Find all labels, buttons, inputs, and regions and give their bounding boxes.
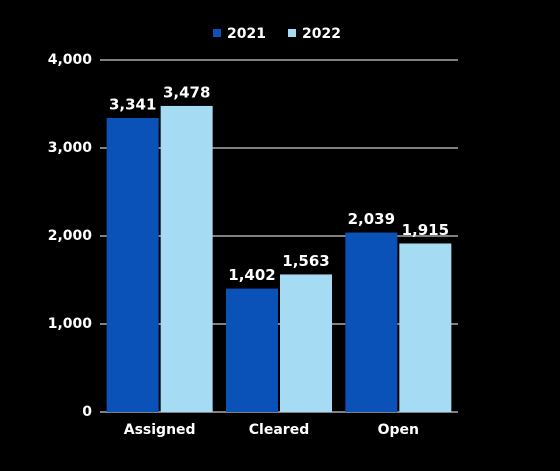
value-label: 1,915: [402, 221, 449, 239]
value-label: 3,341: [109, 95, 156, 113]
y-tick-label: 2,000: [48, 228, 93, 244]
legend-swatch: [213, 29, 221, 37]
x-tick-label: Open: [378, 422, 419, 438]
value-label: 1,563: [282, 252, 329, 270]
bar: [226, 288, 278, 412]
bar: [399, 243, 452, 412]
y-tick-label: 0: [82, 404, 92, 420]
bar: [345, 232, 398, 412]
legend-swatch: [288, 29, 296, 37]
bar: [106, 117, 159, 412]
value-label: 3,478: [163, 83, 210, 101]
value-label: 1,402: [228, 266, 275, 284]
legend-label: 2021: [227, 26, 266, 42]
y-tick-label: 4,000: [48, 52, 93, 68]
bar: [280, 274, 332, 412]
legend-label: 2022: [302, 26, 341, 42]
x-tick-label: Assigned: [124, 422, 196, 438]
bar: [160, 105, 213, 412]
value-label: 2,039: [348, 210, 395, 228]
y-tick-label: 3,000: [48, 140, 93, 156]
y-tick-label: 1,000: [48, 316, 93, 332]
x-tick-label: Cleared: [249, 422, 309, 438]
